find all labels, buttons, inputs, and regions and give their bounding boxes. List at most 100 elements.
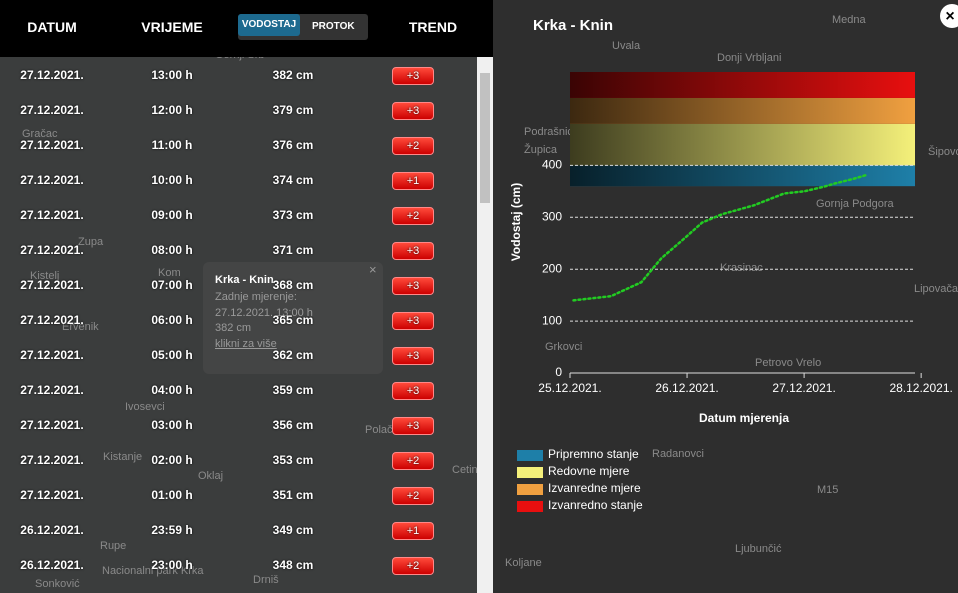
date: 27.12.2021.: [20, 208, 84, 222]
time: 10:00 h: [151, 173, 193, 187]
popup-link[interactable]: klikni za više: [215, 338, 277, 350]
x-tick-label: 25.12.2021.: [538, 381, 601, 395]
trend: +3: [392, 242, 434, 260]
date: 27.12.2021.: [20, 68, 84, 82]
col-header: TREND: [408, 19, 458, 35]
x-axis-label: Datum mjerenja: [699, 411, 789, 425]
table-row[interactable]: 27.12.2021. 04:00 h 359 cm +3: [0, 372, 477, 407]
trend: +3: [392, 347, 434, 365]
map-label: Zupa: [78, 236, 104, 248]
map-label: Šipovo: [928, 146, 958, 158]
time: 11:00 h: [151, 138, 193, 152]
map-label: Ervenik: [62, 321, 99, 333]
table-row[interactable]: 27.12.2021. 05:00 h 362 cm +3: [0, 337, 477, 372]
band-shade: [570, 165, 915, 187]
trend: +3: [392, 382, 434, 400]
trend: +3: [392, 102, 434, 120]
table-row[interactable]: 27.12.2021. 11:00 h 376 cm +2: [0, 127, 477, 162]
table-row[interactable]: 27.12.2021. 01:00 h 351 cm +2: [0, 477, 477, 512]
map-label: Mednа: [832, 14, 866, 26]
map-label: Ljubunčić: [735, 543, 782, 555]
map-label: M15: [817, 484, 839, 496]
trend: +2: [392, 452, 434, 470]
col-header: VRIJEME: [141, 19, 203, 35]
x-tick-label: 28.12.2021.: [889, 381, 952, 395]
trend: +3: [392, 312, 434, 330]
level: 348 cm: [272, 558, 314, 572]
level: 376 cm: [272, 138, 314, 152]
date: 27.12.2021.: [20, 313, 84, 327]
date: 27.12.2021.: [20, 453, 84, 467]
trend: +3: [392, 67, 434, 85]
popup-title: Krka - Knin: [215, 274, 274, 286]
table-row[interactable]: 27.12.2021. 08:00 h 371 cm +3: [0, 232, 477, 267]
legend-swatch: [517, 501, 543, 512]
trend: +2: [392, 557, 434, 575]
legend-label: Izvanredne mjere: [548, 481, 641, 495]
line: [572, 173, 869, 302]
close-button[interactable]: [940, 4, 958, 28]
time: 13:00 h: [151, 68, 193, 82]
band-shade: [570, 123, 915, 166]
scroll-thumb[interactable]: [480, 73, 490, 203]
table-row[interactable]: 27.12.2021. 12:00 h 379 cm +3: [0, 92, 477, 127]
trend: +2: [392, 207, 434, 225]
popup-line: 382 cm: [215, 322, 252, 334]
map-label: Rupe: [100, 540, 127, 552]
table-row[interactable]: 27.12.2021. 03:00 h 356 cm +3: [0, 407, 477, 442]
y-tick-label: 300: [542, 209, 562, 223]
trend: +2: [392, 137, 434, 155]
toggle: VODOSTAJ PROTOK: [238, 14, 368, 40]
table-row[interactable]: 26.12.2021. 23:00 h 348 cm +2: [0, 547, 477, 582]
date: 27.12.2021.: [20, 138, 84, 152]
map-label: Ivosevci: [125, 401, 165, 413]
scrollbar[interactable]: [477, 57, 493, 593]
map-label: Gornja Podgora: [816, 198, 894, 210]
popup-line: Zadnje mjerenje:: [215, 291, 297, 303]
y-tick-label: 200: [542, 261, 562, 275]
table-row[interactable]: 27.12.2021. 13:00 h 382 cm +3: [0, 57, 477, 92]
level: 349 cm: [272, 523, 314, 537]
date: 27.12.2021.: [20, 383, 84, 397]
date: 27.12.2021.: [20, 173, 84, 187]
table-row[interactable]: 27.12.2021. 06:00 h 365 cm +3: [0, 302, 477, 337]
time: 03:00 h: [151, 418, 193, 432]
map-label: Koljane: [505, 557, 542, 569]
table-panel: Gornji SrbGračacZupaKisteljKomErvenikIvo…: [0, 0, 493, 593]
map-label: Lipovača: [914, 283, 958, 295]
time: 01:00 h: [151, 488, 193, 502]
x-tick-label: 26.12.2021.: [655, 381, 718, 395]
date: 27.12.2021.: [20, 243, 84, 257]
col-header: DATUM: [27, 19, 77, 35]
trend: +3: [392, 417, 434, 435]
table-row[interactable]: 27.12.2021. 10:00 h 374 cm +1: [0, 162, 477, 197]
level: 368 cm: [272, 278, 314, 292]
level: 356 cm: [272, 418, 314, 432]
chart-title: Krka - Knin: [533, 17, 613, 34]
table-header: DATUM VRIJEME VODOSTAJ PROTOK TREND: [0, 0, 493, 57]
time: 02:00 h: [151, 453, 193, 467]
table-row[interactable]: 27.12.2021. 02:00 h 353 cm +2: [0, 442, 477, 477]
table-row[interactable]: 27.12.2021. 09:00 h 373 cm +2: [0, 197, 477, 232]
map-label: Podrašnica: [524, 126, 580, 138]
legend-swatch: [517, 450, 543, 461]
band-shade: [570, 97, 915, 124]
level: 379 cm: [272, 103, 314, 117]
legend-swatch: [517, 484, 543, 495]
map-label: Cetina: [452, 464, 484, 476]
y-tick-label: 100: [542, 313, 562, 327]
popup-line: 27.12.2021. 13:00 h: [215, 307, 313, 319]
level: 351 cm: [272, 488, 314, 502]
table-row[interactable]: 26.12.2021. 23:59 h 349 cm +1: [0, 512, 477, 547]
map-label: Grkovci: [545, 341, 583, 353]
toggle-option[interactable]: PROTOK: [312, 21, 355, 32]
level: 382 cm: [272, 68, 314, 82]
close-popup[interactable]: ×: [369, 262, 377, 277]
popup[interactable]: Krka - Knin Zadnje mjerenje: 27.12.2021.…: [203, 262, 383, 374]
toggle-option[interactable]: VODOSTAJ: [238, 14, 300, 36]
legend-swatch: [517, 467, 543, 478]
trend: +1: [392, 522, 434, 540]
table-row[interactable]: 27.12.2021. 07:00 h 368 cm +3: [0, 267, 477, 302]
level: 371 cm: [272, 243, 314, 257]
